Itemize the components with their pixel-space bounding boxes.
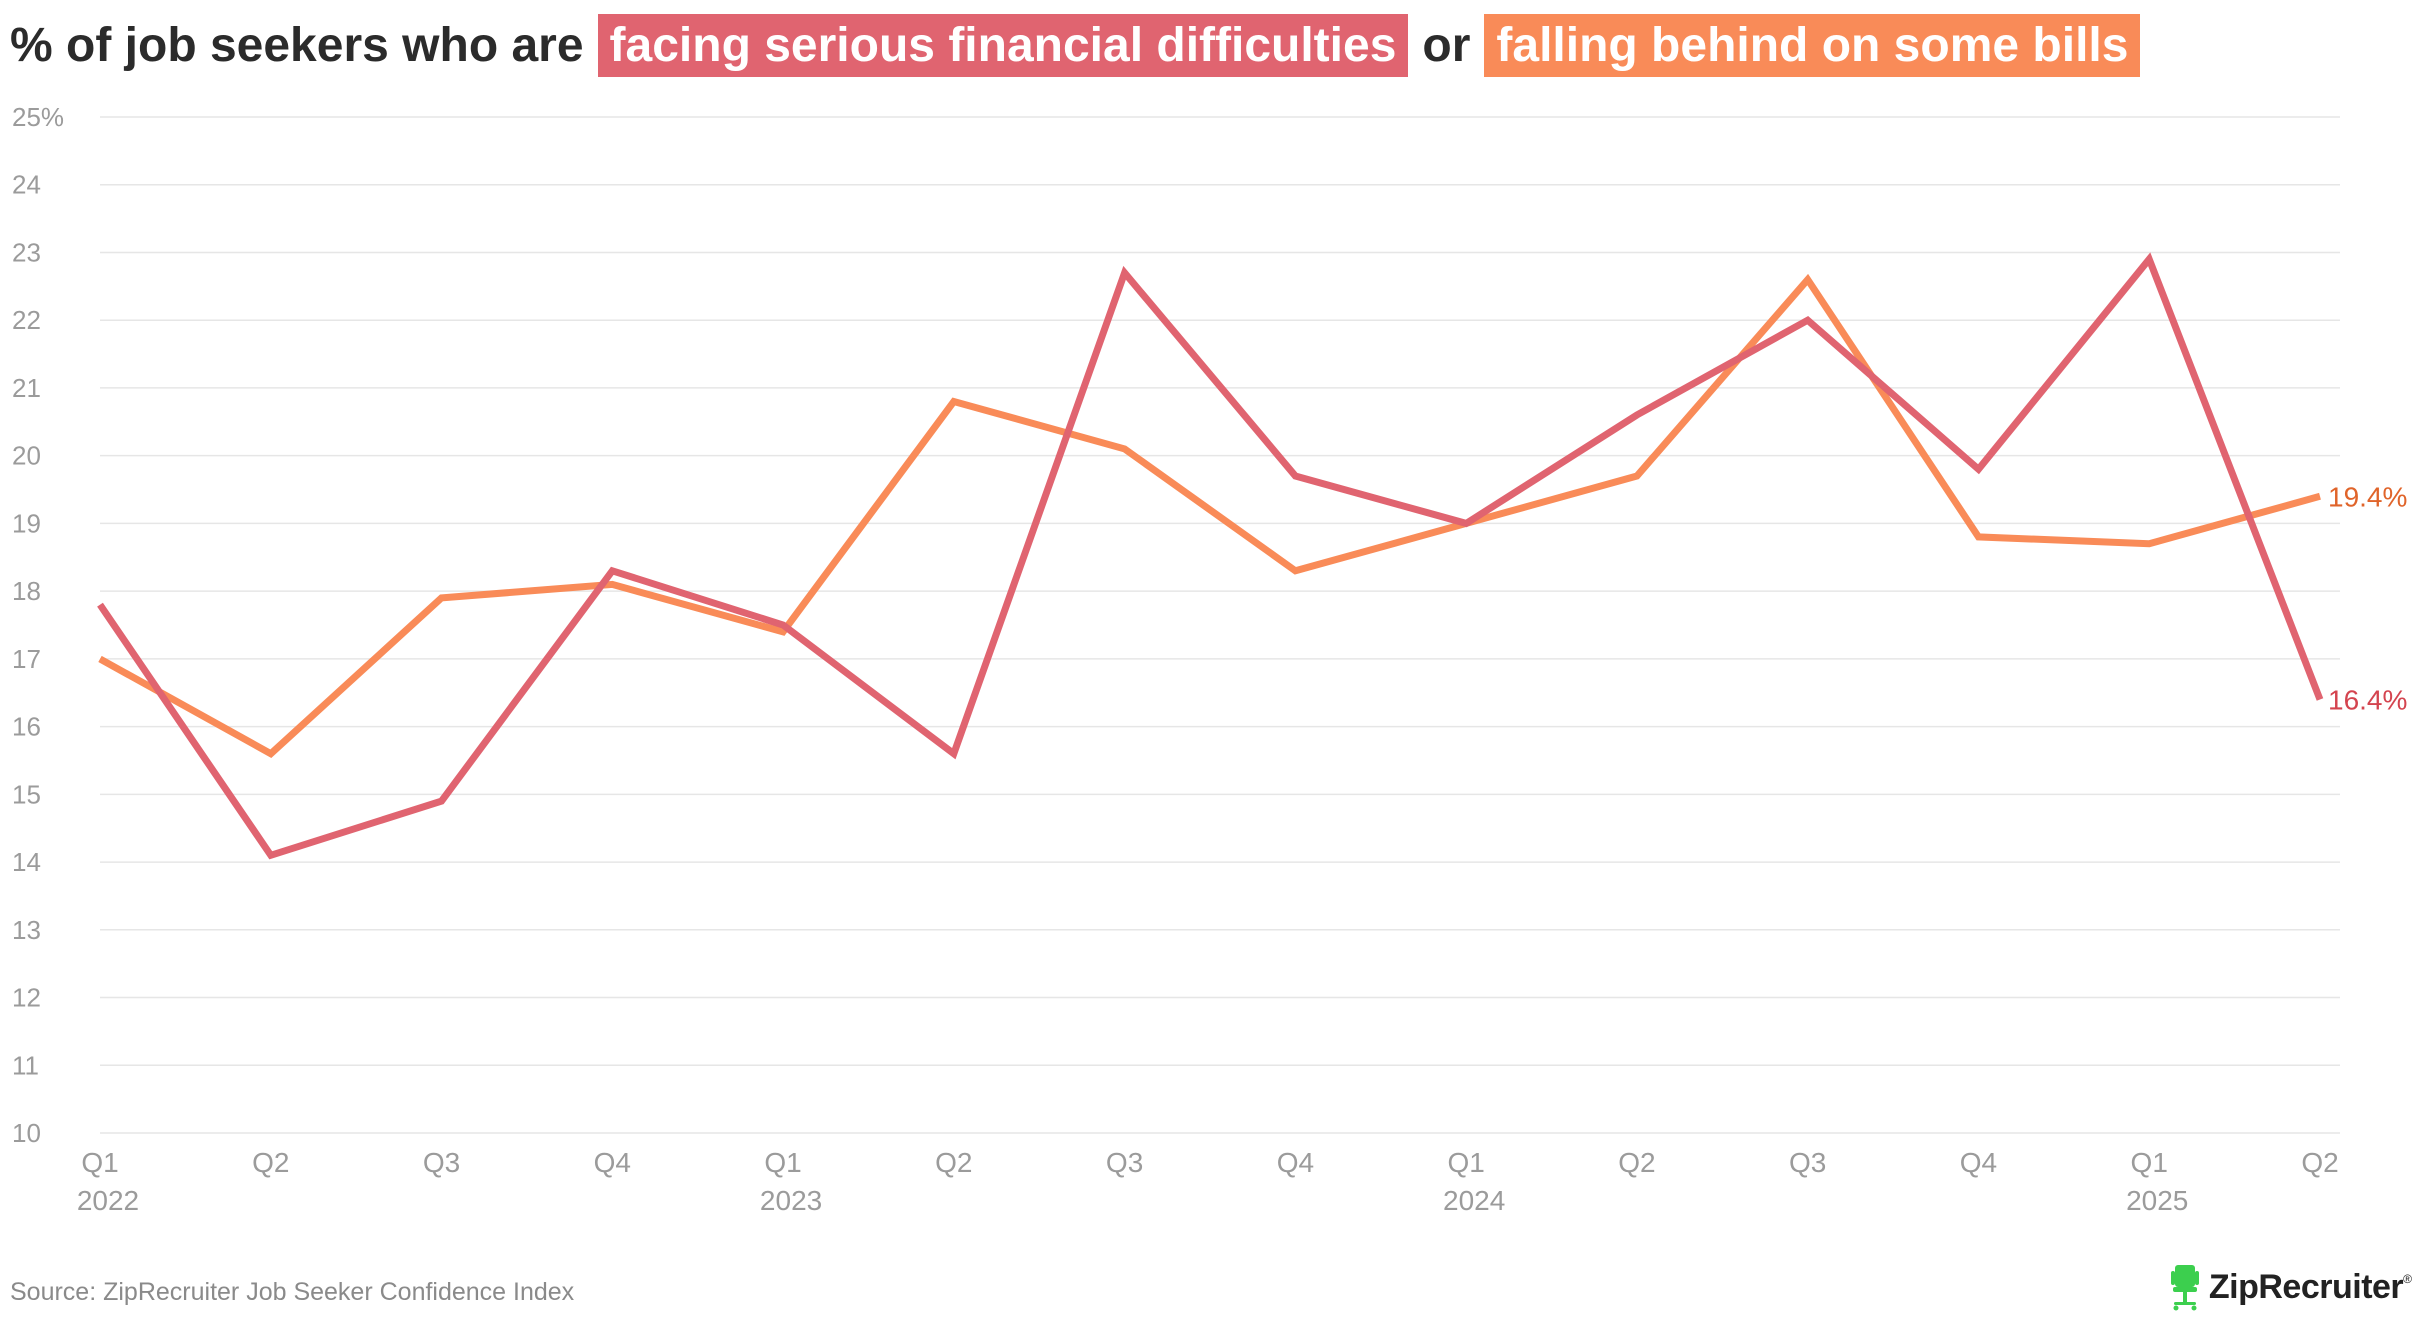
series-lines [97, 252, 2324, 860]
x-tick-label: Q1 [1447, 1147, 1484, 1178]
x-year-label: 2023 [760, 1185, 822, 1216]
y-tick-label: 22 [12, 305, 41, 335]
y-tick-label: 13 [12, 915, 41, 945]
x-year-label: 2022 [77, 1185, 139, 1216]
x-tick-label: Q2 [252, 1147, 289, 1178]
x-tick-label: Q2 [1618, 1147, 1655, 1178]
y-tick-label: 23 [12, 237, 41, 267]
gridlines [100, 116, 2340, 1134]
chart-title: % of job seekers who are facing serious … [10, 10, 2154, 80]
y-axis-ticks: 10 11 12 13 14 15 16 17 18 19 20 21 22 23 24 25% [12, 102, 64, 1148]
x-tick-label: Q2 [935, 1147, 972, 1178]
x-tick-label: Q3 [1106, 1147, 1143, 1178]
y-tick-label: 11 [12, 1050, 39, 1080]
x-tick-label: Q2 [2301, 1147, 2338, 1178]
y-tick-label: 10 [12, 1118, 41, 1148]
x-axis-ticks: Q1 2022 Q2 Q3 Q4 Q1 2023 Q2 Q3 Q4 Q1 2024 Q2 Q3 Q4 Q1 20… [77, 1147, 2339, 1216]
y-tick-label: 24 [12, 170, 41, 200]
y-tick-label: 21 [12, 373, 41, 403]
chair-icon [2170, 1265, 2199, 1311]
title-highlight-behind-on-bills: falling behind on some bills [1484, 13, 2141, 77]
series-behind-on-bills-line [98, 273, 2321, 758]
y-tick-label: 18 [12, 576, 41, 606]
y-tick-label: 16 [12, 712, 41, 742]
x-tick-label: Q3 [423, 1147, 460, 1178]
y-tick-label: 12 [12, 983, 41, 1013]
end-value-label: 19.4% [2328, 481, 2407, 512]
x-tick-label: Q1 [2131, 1147, 2168, 1178]
y-tick-label: 19 [12, 508, 41, 538]
x-tick-label: Q4 [594, 1147, 631, 1178]
registered-mark: ® [2403, 1272, 2412, 1286]
source-note: Source: ZipRecruiter Job Seeker Confiden… [10, 1278, 575, 1306]
y-tick-label: 20 [12, 441, 41, 471]
end-value-label: 16.4% [2328, 685, 2407, 716]
x-year-label: 2025 [2126, 1185, 2188, 1216]
series-financial-difficulties-line [97, 252, 2324, 860]
x-tick-label: Q3 [1789, 1147, 1826, 1178]
end-labels: 16.4% 19.4% [2328, 481, 2407, 715]
x-year-label: 2024 [1443, 1185, 1505, 1216]
ziprecruiter-logo: ZipRecruiter ® [2169, 1262, 2412, 1312]
y-tick-label: 15 [12, 779, 41, 809]
y-tick-label: 14 [12, 847, 41, 877]
title-prefix: % of job seekers who are [10, 18, 584, 72]
title-highlight-financial-difficulties: facing serious financial difficulties [597, 13, 1409, 77]
x-tick-label: Q4 [1960, 1147, 1997, 1178]
x-tick-label: Q1 [81, 1147, 118, 1178]
y-tick-label: 25% [12, 102, 64, 132]
title-connector: or [1422, 18, 1471, 72]
brand-name: ZipRecruiter [2208, 1267, 2404, 1306]
x-tick-label: Q1 [764, 1147, 801, 1178]
x-tick-label: Q4 [1277, 1147, 1314, 1178]
y-tick-label: 17 [12, 644, 41, 674]
